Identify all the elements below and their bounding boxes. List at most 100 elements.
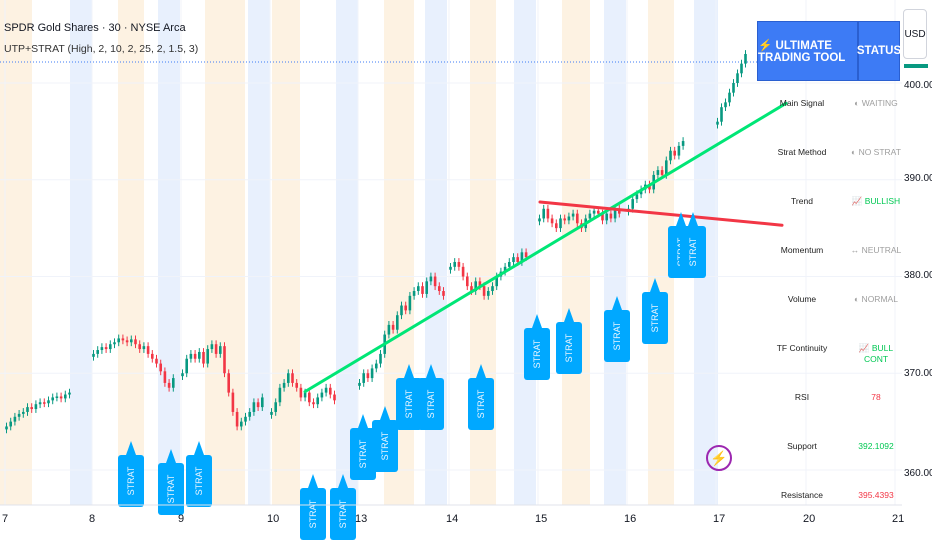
candle <box>167 382 171 388</box>
session-band <box>118 0 144 505</box>
candle <box>609 213 613 219</box>
lightning-icon[interactable]: ⚡ <box>706 445 732 471</box>
candle <box>274 402 277 412</box>
strat-box <box>524 328 550 380</box>
candle <box>495 276 498 287</box>
candle <box>720 107 723 122</box>
candle <box>438 286 441 292</box>
strat-box <box>350 428 376 480</box>
strat-box <box>372 420 398 472</box>
x-axis-label: 7 <box>2 513 9 525</box>
strat-arrow <box>338 474 348 488</box>
candle <box>648 184 651 190</box>
candle <box>433 276 437 287</box>
strat-arrow <box>426 364 436 378</box>
strat-box <box>330 488 356 540</box>
status-row-value: 📈 BULLISH <box>851 196 901 206</box>
x-axis-label: 20 <box>803 513 816 525</box>
candle <box>151 353 154 359</box>
currency-button[interactable]: USD <box>903 9 927 59</box>
candle <box>660 170 664 175</box>
strat-label: STRAT <box>688 237 698 266</box>
strat-marker: STRAT <box>680 212 706 278</box>
status-row-label: Momentum <box>780 245 824 255</box>
candle <box>324 387 328 393</box>
status-row-label: Support <box>787 441 817 451</box>
candle <box>728 92 731 103</box>
candle <box>366 373 370 379</box>
status-row-value: ↔ NEUTRAL <box>850 245 902 255</box>
candle <box>113 342 116 345</box>
x-axis-label: 13 <box>355 513 368 525</box>
candle <box>47 400 50 404</box>
candle <box>38 402 42 405</box>
y-axis-label: 370.00 <box>904 368 932 379</box>
strat-marker: STRAT <box>186 441 212 507</box>
strat-label: STRAT <box>650 303 660 332</box>
strat-arrow <box>358 414 368 428</box>
candle <box>206 349 209 364</box>
candle <box>669 150 672 161</box>
candle <box>159 363 162 372</box>
strat-box <box>604 310 630 362</box>
candle <box>677 145 681 156</box>
strat-box <box>680 226 706 278</box>
candle <box>538 218 541 222</box>
candle <box>482 286 486 296</box>
strat-marker: STRAT <box>524 314 550 380</box>
candle <box>320 392 324 398</box>
strat-label: STRAT <box>126 466 136 495</box>
candle <box>618 208 621 214</box>
strat-marker: STRAT <box>418 364 444 430</box>
strat-markers: STRAT STRAT STRAT STRAT STRAT STRAT STRAT STRAT… <box>118 212 706 540</box>
candle <box>601 213 604 221</box>
last-price-marker <box>904 64 928 68</box>
candle <box>22 411 25 414</box>
candle <box>656 170 660 175</box>
candle <box>470 286 473 292</box>
strat-marker: STRAT <box>556 308 582 374</box>
candle <box>421 286 424 294</box>
candle <box>235 411 239 427</box>
table-status-header: STATUS <box>857 21 901 81</box>
candle <box>181 373 184 377</box>
status-row-value: ◐ WAITING <box>854 98 898 108</box>
indicator-legend[interactable]: UTP+STRAT (High, 2, 10, 2, 25, 2, 1.5, 3… <box>4 43 199 55</box>
session-band <box>604 0 626 505</box>
candle <box>442 291 445 296</box>
strat-label: STRAT <box>532 339 542 368</box>
strat-label: STRAT <box>358 439 368 468</box>
candle <box>370 368 374 379</box>
candle <box>202 351 205 364</box>
candle <box>417 286 420 292</box>
x-axis-label: 10 <box>267 513 280 525</box>
candle <box>193 353 197 359</box>
candle <box>244 416 247 422</box>
strat-arrow <box>676 212 686 226</box>
candle <box>223 346 226 374</box>
candle <box>516 257 519 262</box>
candle <box>68 392 71 395</box>
candle <box>408 295 412 311</box>
candle <box>231 392 235 412</box>
status-row-value: 📈 BULL CONT <box>858 343 894 364</box>
candle <box>104 347 108 350</box>
candle <box>466 276 469 287</box>
candle <box>588 213 592 219</box>
strat-arrow <box>532 314 542 328</box>
strat-box <box>186 455 212 507</box>
x-axis-label: 17 <box>713 513 726 525</box>
candle <box>387 324 391 335</box>
strat-box <box>396 378 422 430</box>
strat-arrow <box>308 474 318 488</box>
candle <box>295 382 298 388</box>
candle <box>100 347 104 351</box>
candle <box>744 53 747 64</box>
symbol-title[interactable]: SPDR Gold Shares · 30 · NYSE Arca <box>4 22 186 34</box>
candle <box>592 210 596 214</box>
candle <box>391 324 395 330</box>
candle <box>329 387 332 395</box>
candle <box>736 73 739 83</box>
x-axis-label: 14 <box>446 513 459 525</box>
